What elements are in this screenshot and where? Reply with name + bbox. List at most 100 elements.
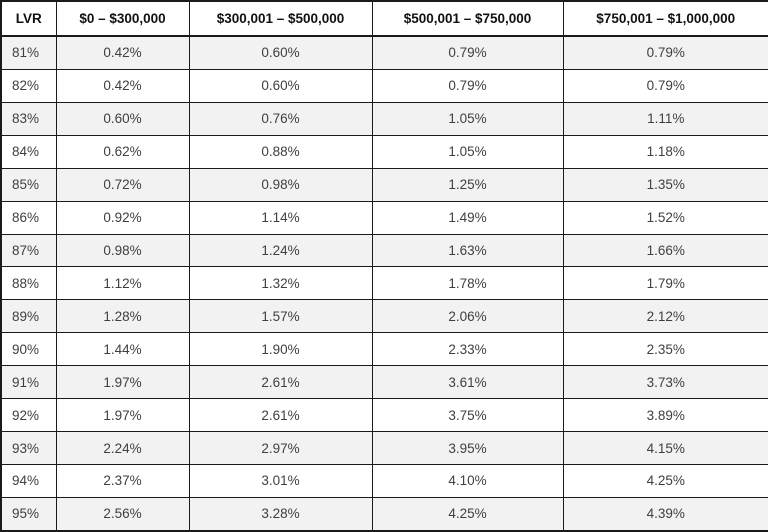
- lvr-cell: 86%: [0, 200, 57, 235]
- rate-cell: 1.44%: [55, 332, 190, 367]
- lvr-cell: 89%: [0, 299, 57, 334]
- table-row: 93% 2.24% 2.97% 3.95% 4.15%: [0, 431, 768, 465]
- rate-cell: 1.11%: [562, 101, 768, 136]
- rate-cell: 0.79%: [562, 68, 768, 103]
- lvr-cell: 82%: [0, 68, 57, 103]
- rate-cell: 4.25%: [562, 464, 768, 498]
- rate-cell: 3.28%: [188, 496, 373, 532]
- rate-cell: 0.72%: [55, 167, 190, 202]
- lvr-cell: 91%: [0, 365, 57, 400]
- lvr-cell: 92%: [0, 398, 57, 433]
- rate-cell: 4.15%: [562, 431, 768, 465]
- header-row: LVR $0 – $300,000 $300,001 – $500,000 $5…: [0, 0, 768, 37]
- rate-cell: 1.63%: [371, 233, 564, 268]
- rate-cell: 1.32%: [188, 266, 373, 301]
- table-row: 84% 0.62% 0.88% 1.05% 1.18%: [0, 134, 768, 169]
- rate-cell: 4.39%: [562, 496, 768, 532]
- table-row: 92% 1.97% 2.61% 3.75% 3.89%: [0, 398, 768, 433]
- rate-cell: 1.66%: [562, 233, 768, 268]
- rate-cell: 3.95%: [371, 431, 564, 465]
- table-row: 82% 0.42% 0.60% 0.79% 0.79%: [0, 68, 768, 103]
- rate-cell: 0.60%: [55, 101, 190, 136]
- lvr-cell: 84%: [0, 134, 57, 169]
- rate-cell: 1.14%: [188, 200, 373, 235]
- lvr-cell: 94%: [0, 464, 57, 498]
- rate-cell: 0.42%: [55, 68, 190, 103]
- rate-cell: 1.57%: [188, 299, 373, 334]
- table-row: 87% 0.98% 1.24% 1.63% 1.66%: [0, 233, 768, 268]
- column-header-band-1: $0 – $300,000: [55, 0, 190, 37]
- rate-cell: 3.73%: [562, 365, 768, 400]
- lvr-cell: 90%: [0, 332, 57, 367]
- rate-cell: 1.05%: [371, 134, 564, 169]
- rate-cell: 2.97%: [188, 431, 373, 465]
- table-row: 89% 1.28% 1.57% 2.06% 2.12%: [0, 299, 768, 334]
- rate-cell: 1.18%: [562, 134, 768, 169]
- rate-cell: 1.25%: [371, 167, 564, 202]
- rate-cell: 0.98%: [55, 233, 190, 268]
- rate-cell: 0.79%: [371, 35, 564, 70]
- rate-cell: 1.97%: [55, 398, 190, 433]
- rate-cell: 2.06%: [371, 299, 564, 334]
- table-row: 86% 0.92% 1.14% 1.49% 1.52%: [0, 200, 768, 235]
- table-header: LVR $0 – $300,000 $300,001 – $500,000 $5…: [0, 0, 768, 37]
- rate-cell: 0.60%: [188, 68, 373, 103]
- rate-cell: 1.90%: [188, 332, 373, 367]
- rate-cell: 3.89%: [562, 398, 768, 433]
- rate-cell: 0.98%: [188, 167, 373, 202]
- table-row: 94% 2.37% 3.01% 4.10% 4.25%: [0, 464, 768, 498]
- lvr-cell: 93%: [0, 431, 57, 465]
- table-body: 81% 0.42% 0.60% 0.79% 0.79% 82% 0.42% 0.60% 0.79…: [0, 35, 768, 532]
- column-header-band-3: $500,001 – $750,000: [371, 0, 564, 37]
- table-row: 83% 0.60% 0.76% 1.05% 1.11%: [0, 101, 768, 136]
- lvr-cell: 85%: [0, 167, 57, 202]
- table-row: 81% 0.42% 0.60% 0.79% 0.79%: [0, 35, 768, 70]
- column-header-band-2: $300,001 – $500,000: [188, 0, 373, 37]
- rate-cell: 0.42%: [55, 35, 190, 70]
- rate-cell: 1.49%: [371, 200, 564, 235]
- rate-cell: 1.12%: [55, 266, 190, 301]
- rate-cell: 0.76%: [188, 101, 373, 136]
- rate-cell: 0.62%: [55, 134, 190, 169]
- rate-cell: 1.97%: [55, 365, 190, 400]
- rate-cell: 1.35%: [562, 167, 768, 202]
- rate-cell: 1.78%: [371, 266, 564, 301]
- table-row: 91% 1.97% 2.61% 3.61% 3.73%: [0, 365, 768, 400]
- lvr-cell: 83%: [0, 101, 57, 136]
- rate-cell: 1.05%: [371, 101, 564, 136]
- rate-cell: 2.24%: [55, 431, 190, 465]
- rate-cell: 2.61%: [188, 365, 373, 400]
- lvr-cell: 87%: [0, 233, 57, 268]
- rate-cell: 2.33%: [371, 332, 564, 367]
- rate-cell: 2.56%: [55, 496, 190, 532]
- rate-cell: 0.88%: [188, 134, 373, 169]
- column-header-lvr: LVR: [0, 0, 57, 37]
- rate-cell: 2.35%: [562, 332, 768, 367]
- table-row: 95% 2.56% 3.28% 4.25% 4.39%: [0, 496, 768, 532]
- table-row: 90% 1.44% 1.90% 2.33% 2.35%: [0, 332, 768, 367]
- rate-cell: 3.61%: [371, 365, 564, 400]
- rate-cell: 4.10%: [371, 464, 564, 498]
- rate-cell: 1.52%: [562, 200, 768, 235]
- rate-cell: 3.01%: [188, 464, 373, 498]
- table-row: 85% 0.72% 0.98% 1.25% 1.35%: [0, 167, 768, 202]
- table-row: 88% 1.12% 1.32% 1.78% 1.79%: [0, 266, 768, 301]
- rate-cell: 0.92%: [55, 200, 190, 235]
- rate-cell: 1.24%: [188, 233, 373, 268]
- rate-cell: 2.61%: [188, 398, 373, 433]
- rate-cell: 2.37%: [55, 464, 190, 498]
- rate-cell: 1.79%: [562, 266, 768, 301]
- column-header-band-4: $750,001 – $1,000,000: [562, 0, 768, 37]
- rate-cell: 2.12%: [562, 299, 768, 334]
- rate-cell: 0.79%: [562, 35, 768, 70]
- lvr-cell: 81%: [0, 35, 57, 70]
- rate-cell: 3.75%: [371, 398, 564, 433]
- lvr-cell: 88%: [0, 266, 57, 301]
- lvr-cell: 95%: [0, 496, 57, 532]
- rate-cell: 0.60%: [188, 35, 373, 70]
- rate-cell: 0.79%: [371, 68, 564, 103]
- rate-cell: 1.28%: [55, 299, 190, 334]
- rate-cell: 4.25%: [371, 496, 564, 532]
